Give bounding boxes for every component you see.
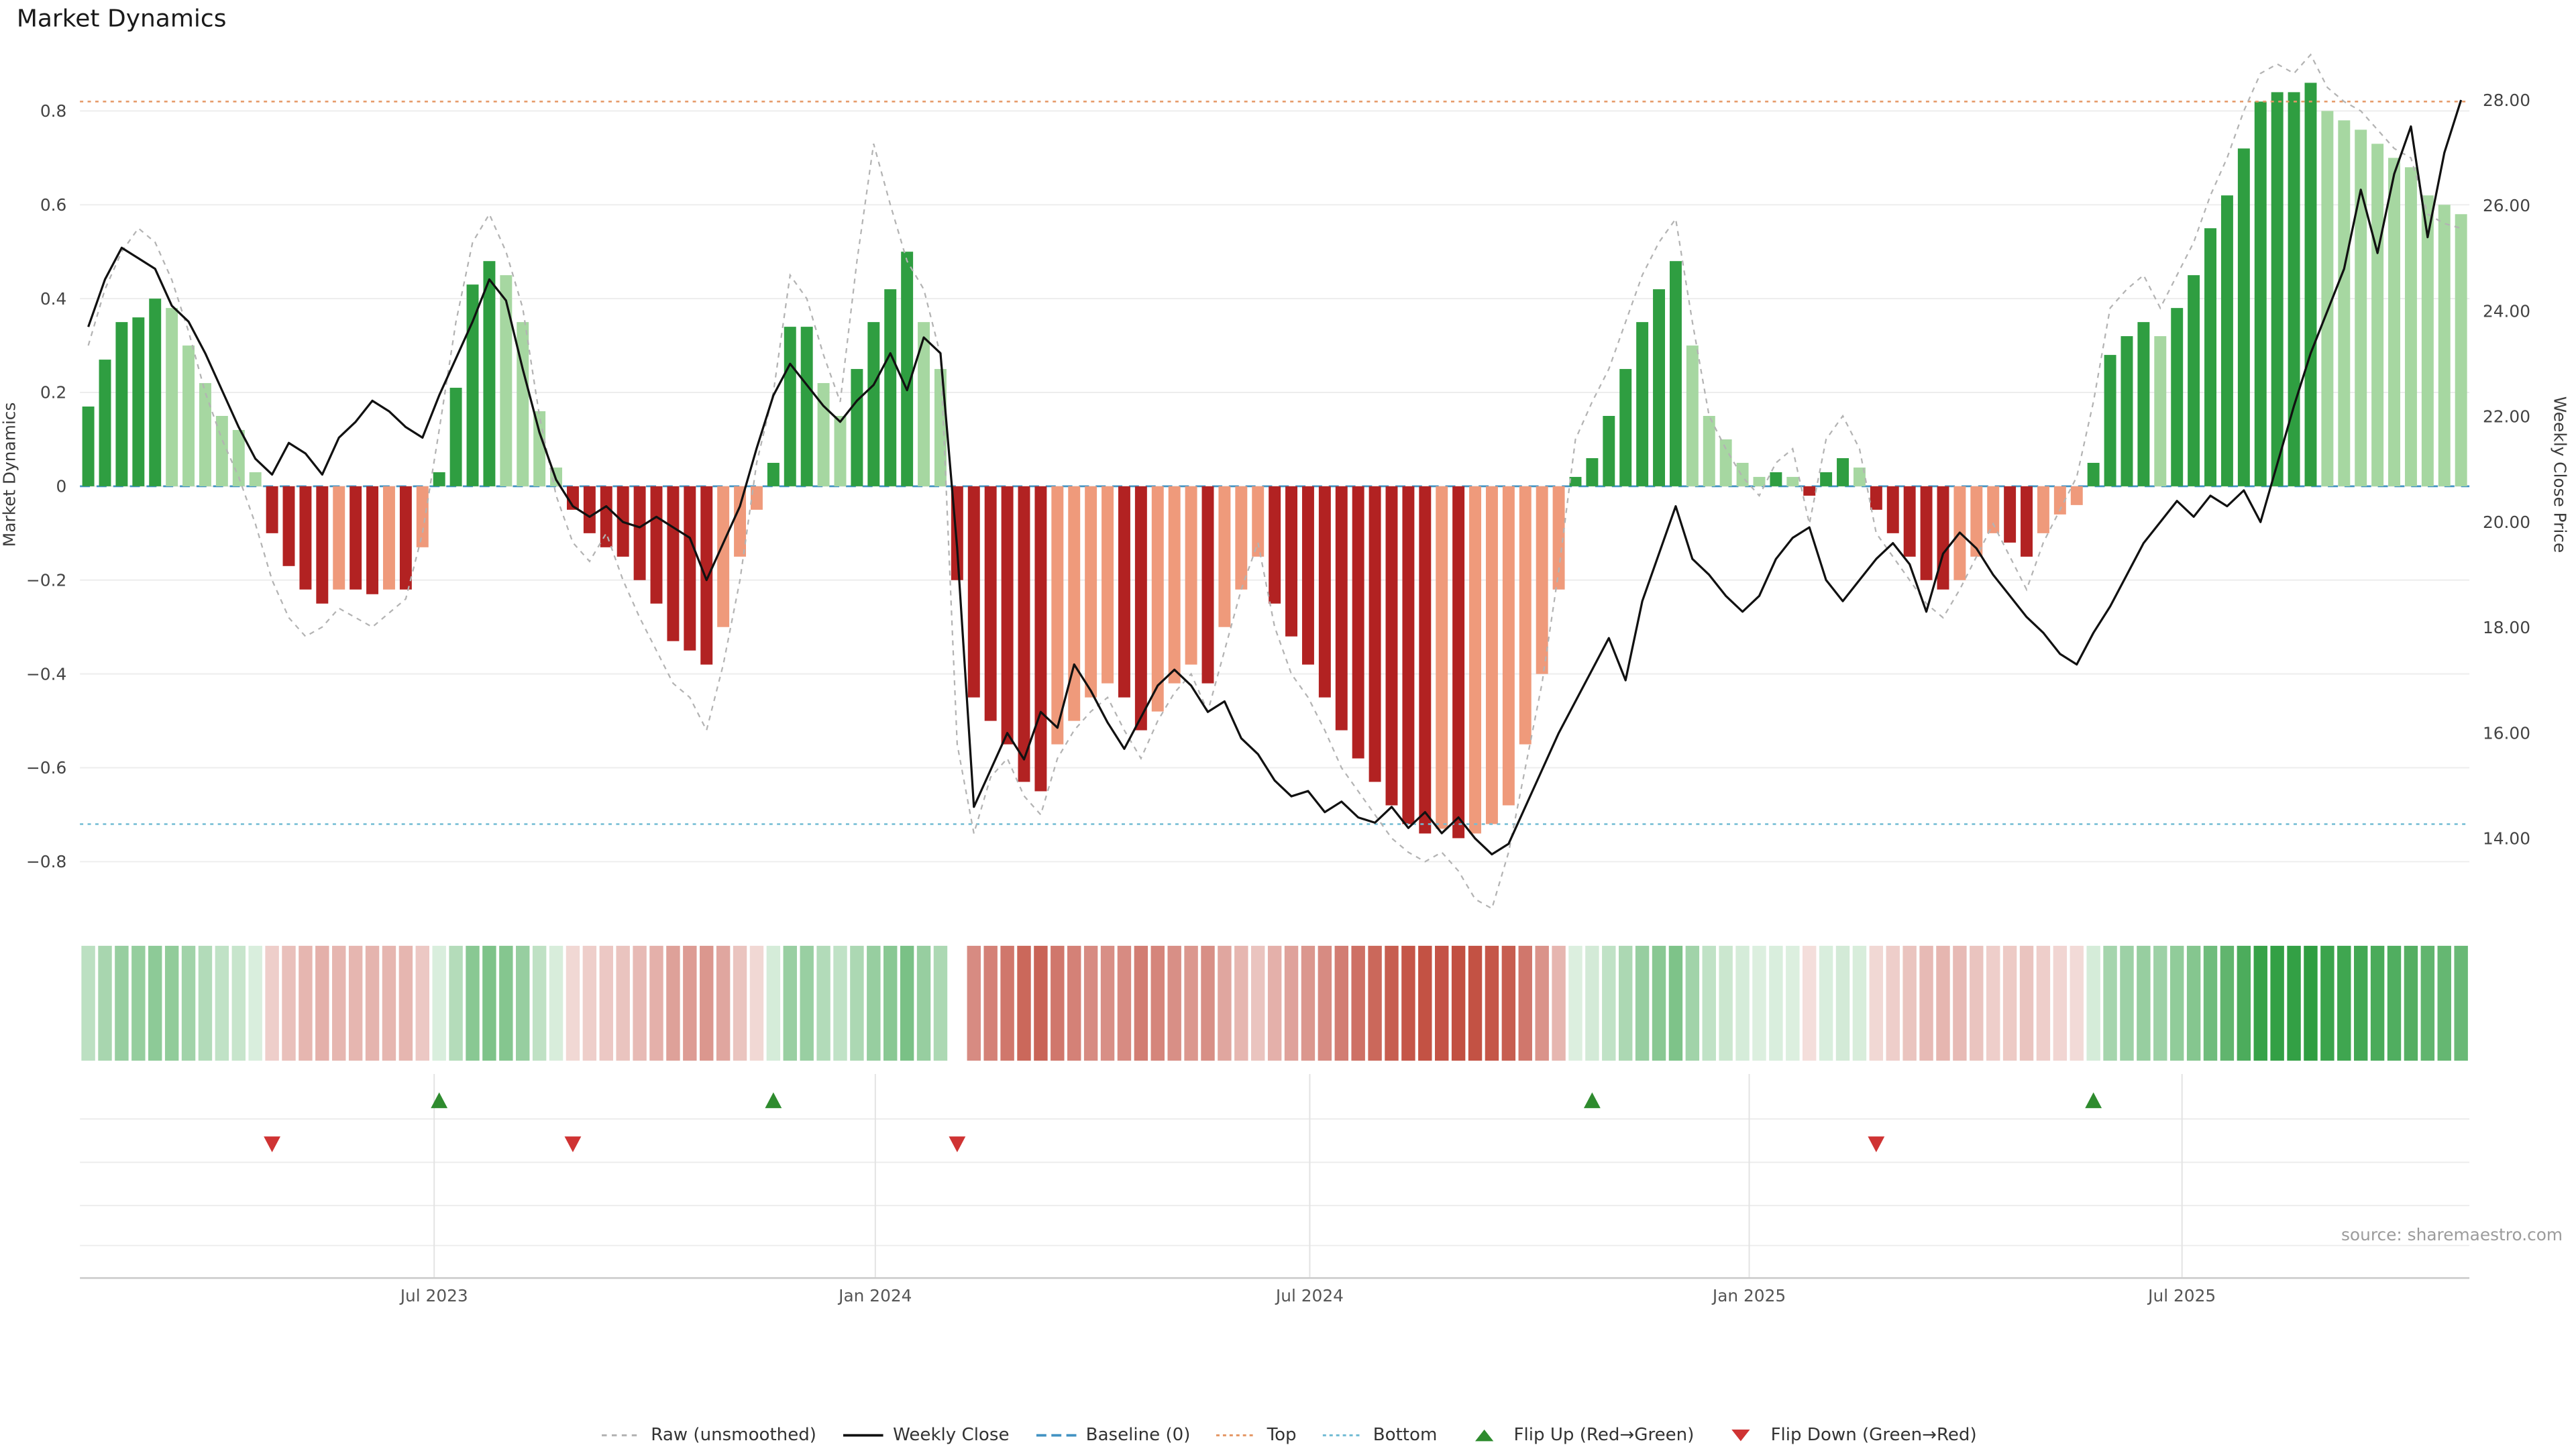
svg-text:0.2: 0.2 (40, 383, 66, 402)
legend-item-weekly-close: Weekly Close (841, 1425, 1010, 1446)
svg-text:14.00: 14.00 (2483, 829, 2530, 849)
flip-up-marker (765, 1092, 782, 1108)
flip-up-markers (431, 1092, 2102, 1108)
legend-label-bottom: Bottom (1373, 1425, 1438, 1446)
flip-down-marker (949, 1136, 966, 1152)
svg-text:18.00: 18.00 (2483, 618, 2530, 637)
svg-text:0.8: 0.8 (40, 101, 66, 121)
legend-item-baseline: Baseline (0) (1034, 1425, 1191, 1446)
svg-text:Jul 2023: Jul 2023 (399, 1286, 468, 1305)
svg-text:−0.8: −0.8 (26, 852, 66, 871)
top-line-icon (1217, 1434, 1257, 1437)
legend-item-top: Top (1216, 1426, 1297, 1446)
right-axis-ticks: 28.00 26.00 24.00 22.00 20.00 18.00 16.00 14.00 (2483, 91, 2530, 849)
lower-gridlines (80, 1074, 2470, 1279)
source-note: source: sharemaestro.com (2341, 1227, 2563, 1246)
svg-text:22.00: 22.00 (2483, 407, 2530, 427)
svg-text:Jan 2025: Jan 2025 (1711, 1286, 1786, 1305)
svg-text:24.00: 24.00 (2483, 301, 2530, 321)
legend-item-raw: Raw (unsmoothed) (599, 1426, 816, 1446)
flip-down-marker (564, 1136, 582, 1152)
legend: Raw (unsmoothed) Weekly Close Baseline (… (599, 1425, 1977, 1446)
raw-line-icon (600, 1434, 641, 1437)
svg-text:Jul 2024: Jul 2024 (1275, 1286, 1344, 1305)
svg-text:0.6: 0.6 (40, 195, 66, 215)
flip-down-marker (264, 1136, 281, 1152)
flip-up-marker (431, 1092, 448, 1108)
baseline-line-icon (1036, 1434, 1076, 1437)
legend-item-bottom: Bottom (1322, 1425, 1438, 1446)
flip-down-triangle-icon (1731, 1429, 1750, 1442)
svg-text:−0.6: −0.6 (26, 758, 66, 777)
bars-layer (82, 83, 2467, 839)
svg-text:26.00: 26.00 (2483, 196, 2530, 215)
flip-up-triangle-icon (1474, 1429, 1493, 1442)
svg-text:16.00: 16.00 (2483, 723, 2530, 743)
left-axis-title: Market Dynamics (0, 402, 19, 547)
legend-label-baseline: Baseline (0) (1085, 1425, 1191, 1446)
bottom-line-icon (1323, 1434, 1363, 1437)
svg-text:20.00: 20.00 (2483, 513, 2530, 532)
chart-title: Market Dynamics (16, 6, 227, 34)
legend-label-weekly-close: Weekly Close (893, 1425, 1010, 1446)
svg-text:28.00: 28.00 (2483, 91, 2530, 110)
svg-text:0.4: 0.4 (40, 289, 66, 309)
svg-text:0: 0 (56, 477, 66, 496)
svg-text:−0.4: −0.4 (26, 664, 66, 684)
legend-item-flip-up: Flip Up (Red→Green) (1462, 1425, 1695, 1446)
legend-item-flip-down: Flip Down (Green→Red) (1719, 1426, 1977, 1446)
legend-label-raw: Raw (unsmoothed) (651, 1425, 816, 1446)
flip-down-markers (264, 1136, 1885, 1152)
left-axis-ticks: 0.8 0.6 0.4 0.2 0 −0.2 −0.4 −0.6 −0.8 (26, 101, 66, 871)
raw-line (87, 53, 2461, 910)
svg-text:Jan 2024: Jan 2024 (837, 1286, 912, 1305)
svg-text:Jul 2025: Jul 2025 (2147, 1286, 2216, 1305)
right-axis-title: Weekly Close Price (2551, 396, 2570, 553)
svg-text:−0.2: −0.2 (26, 570, 66, 590)
weekly-close-line-icon (843, 1434, 883, 1437)
legend-label-flip-up: Flip Up (Red→Green) (1513, 1425, 1695, 1446)
legend-label-flip-down: Flip Down (Green→Red) (1770, 1425, 1977, 1446)
flip-down-marker (1868, 1136, 1885, 1152)
flip-up-marker (2085, 1092, 2102, 1108)
legend-label-top: Top (1267, 1425, 1297, 1446)
flip-up-marker (1583, 1092, 1601, 1108)
x-axis-ticks: Jul 2023 Jan 2024 Jul 2024 Jan 2025 Jul 2025 (399, 1286, 2216, 1305)
weekly-close-line (87, 99, 2463, 856)
heatmap-strip (81, 945, 2468, 1061)
